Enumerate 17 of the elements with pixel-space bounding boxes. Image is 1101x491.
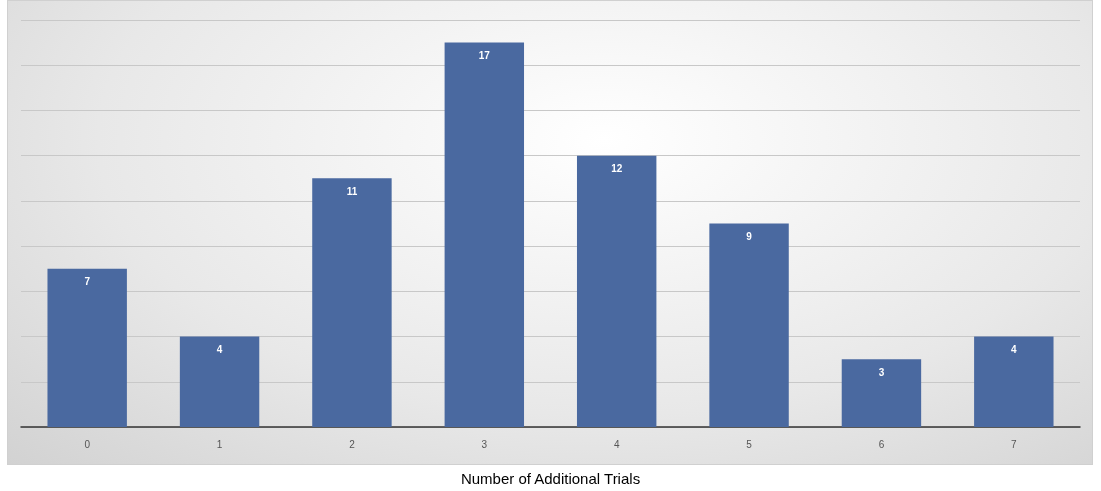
data-label: 9 [746, 231, 753, 242]
data-label: 3 [878, 366, 885, 378]
data-label: 7 [84, 276, 91, 288]
data-label: 17 [478, 50, 491, 62]
data-label: 4 [216, 344, 223, 356]
x-tick-label: 6 [878, 438, 885, 450]
x-tick-label: 5 [746, 438, 753, 450]
x-tick-label: 0 [84, 438, 91, 450]
x-tick-label: 4 [613, 438, 620, 450]
x-axis-title: Number of Additional Trials [460, 470, 641, 487]
data-label: 11 [346, 185, 358, 197]
x-tick-label: 7 [1011, 438, 1018, 450]
data-label: 4 [1011, 344, 1018, 356]
x-tick-label: 2 [349, 438, 356, 450]
x-tick-label: 3 [481, 438, 488, 450]
data-label: 12 [611, 163, 623, 175]
x-tick-label: 1 [216, 438, 223, 450]
